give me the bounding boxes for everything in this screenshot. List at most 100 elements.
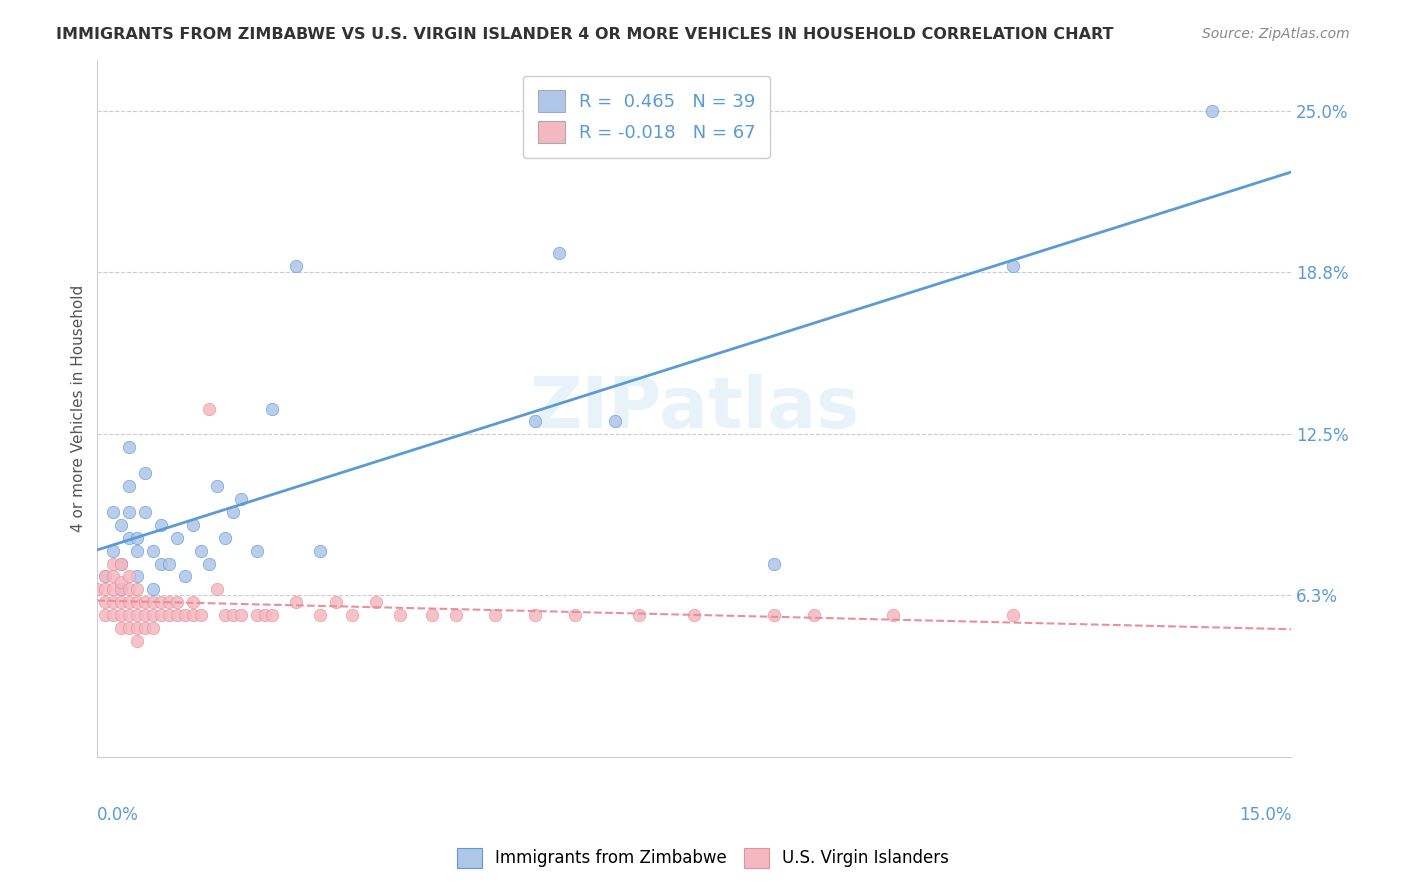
- Point: [214, 608, 236, 623]
- Point: [174, 569, 197, 583]
- Point: [118, 440, 141, 454]
- Point: [110, 557, 132, 571]
- Point: [110, 582, 132, 597]
- Point: [110, 557, 132, 571]
- Point: [388, 608, 411, 623]
- Point: [118, 621, 141, 635]
- Point: [142, 621, 165, 635]
- Point: [683, 608, 706, 623]
- Point: [118, 595, 141, 609]
- Point: [803, 608, 825, 623]
- Point: [127, 569, 149, 583]
- Point: [103, 582, 125, 597]
- Point: [564, 608, 586, 623]
- Point: [174, 608, 197, 623]
- Point: [142, 608, 165, 623]
- Legend: Immigrants from Zimbabwe, U.S. Virgin Islanders: Immigrants from Zimbabwe, U.S. Virgin Is…: [450, 841, 956, 875]
- Point: [181, 608, 204, 623]
- Point: [548, 246, 571, 260]
- Point: [364, 595, 387, 609]
- Point: [181, 595, 204, 609]
- Point: [285, 595, 308, 609]
- Point: [118, 582, 141, 597]
- Point: [166, 531, 188, 545]
- Point: [142, 582, 165, 597]
- Point: [221, 608, 243, 623]
- Point: [134, 621, 156, 635]
- Point: [142, 595, 165, 609]
- Point: [103, 543, 125, 558]
- Point: [214, 531, 236, 545]
- Point: [134, 608, 156, 623]
- Point: [262, 608, 284, 623]
- Point: [127, 531, 149, 545]
- Text: 15.0%: 15.0%: [1239, 806, 1291, 824]
- Text: IMMIGRANTS FROM ZIMBABWE VS U.S. VIRGIN ISLANDER 4 OR MORE VEHICLES IN HOUSEHOLD: IMMIGRANTS FROM ZIMBABWE VS U.S. VIRGIN …: [56, 27, 1114, 42]
- Point: [229, 491, 252, 506]
- Point: [340, 608, 363, 623]
- Point: [118, 479, 141, 493]
- Point: [524, 608, 547, 623]
- Point: [127, 595, 149, 609]
- Point: [285, 260, 308, 274]
- Point: [118, 505, 141, 519]
- Point: [110, 582, 132, 597]
- Point: [110, 517, 132, 532]
- Legend: R =  0.465   N = 39, R = -0.018   N = 67: R = 0.465 N = 39, R = -0.018 N = 67: [523, 76, 770, 158]
- Point: [103, 595, 125, 609]
- Text: Source: ZipAtlas.com: Source: ZipAtlas.com: [1202, 27, 1350, 41]
- Point: [1001, 260, 1024, 274]
- Point: [127, 621, 149, 635]
- Point: [142, 543, 165, 558]
- Point: [86, 582, 108, 597]
- Point: [118, 531, 141, 545]
- Point: [190, 608, 212, 623]
- Point: [118, 569, 141, 583]
- Point: [134, 466, 156, 480]
- Point: [110, 621, 132, 635]
- Point: [229, 608, 252, 623]
- Point: [103, 569, 125, 583]
- Point: [1201, 104, 1223, 119]
- Point: [94, 582, 117, 597]
- Point: [134, 595, 156, 609]
- Point: [94, 595, 117, 609]
- Point: [127, 582, 149, 597]
- Point: [197, 401, 219, 416]
- Point: [103, 505, 125, 519]
- Point: [420, 608, 443, 623]
- Point: [627, 608, 650, 623]
- Point: [118, 608, 141, 623]
- Point: [94, 569, 117, 583]
- Text: 0.0%: 0.0%: [97, 806, 139, 824]
- Point: [157, 595, 180, 609]
- Point: [444, 608, 467, 623]
- Point: [103, 608, 125, 623]
- Point: [325, 595, 347, 609]
- Point: [762, 557, 785, 571]
- Y-axis label: 4 or more Vehicles in Household: 4 or more Vehicles in Household: [72, 285, 86, 533]
- Point: [150, 517, 173, 532]
- Point: [94, 608, 117, 623]
- Point: [94, 569, 117, 583]
- Point: [110, 595, 132, 609]
- Point: [150, 608, 173, 623]
- Point: [150, 595, 173, 609]
- Point: [157, 557, 180, 571]
- Point: [197, 557, 219, 571]
- Point: [245, 608, 267, 623]
- Point: [253, 608, 276, 623]
- Point: [262, 401, 284, 416]
- Point: [1001, 608, 1024, 623]
- Point: [134, 505, 156, 519]
- Point: [762, 608, 785, 623]
- Point: [166, 595, 188, 609]
- Point: [205, 582, 228, 597]
- Point: [484, 608, 506, 623]
- Point: [524, 414, 547, 428]
- Point: [127, 634, 149, 648]
- Point: [157, 608, 180, 623]
- Point: [245, 543, 267, 558]
- Point: [110, 608, 132, 623]
- Point: [103, 557, 125, 571]
